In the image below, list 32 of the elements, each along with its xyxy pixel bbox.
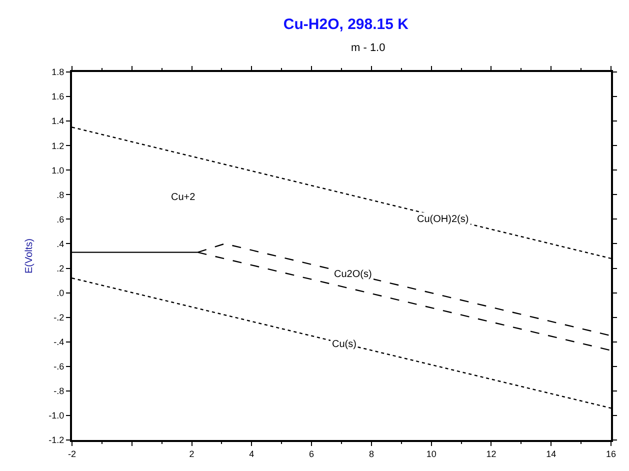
y-tick-label: -.8: [54, 386, 64, 396]
x-tick-label: 10: [426, 448, 436, 459]
y-tick-label: 1.6: [52, 92, 64, 102]
x-tick-label: 16: [606, 448, 616, 459]
chart-subtitle: m - 1.0: [351, 42, 386, 54]
annotation: Cu(s): [332, 339, 356, 350]
y-tick-label: -.4: [54, 337, 64, 348]
x-tick-label: 2: [189, 448, 194, 459]
chart-title: Cu-H2O, 298.15 K: [283, 16, 409, 33]
x-tick-label: -2: [68, 448, 76, 459]
annotation: Cu+2: [171, 192, 196, 203]
y-tick-label: 1.4: [52, 116, 64, 126]
annotation: Cu(OH)2(s): [417, 214, 469, 225]
y-tick-label: .8: [56, 190, 64, 200]
y-tick-label: -1.0: [48, 410, 64, 421]
x-tick-label: 12: [486, 448, 496, 459]
y-tick-label: .4: [56, 238, 64, 249]
y-tick-label: -1.2: [48, 435, 64, 446]
y-axis-title: E(Volts): [24, 238, 36, 274]
y-tick-label: 1.8: [52, 67, 64, 78]
y-tick-label: -.6: [54, 362, 64, 372]
y-tick-label: .6: [56, 214, 64, 224]
x-tick-label: 4: [249, 448, 254, 459]
y-tick-label: 1.0: [52, 165, 64, 176]
x-tick-label: 14: [546, 448, 556, 459]
y-tick-label: .0: [56, 288, 64, 298]
y-tick-label: 1.2: [52, 140, 64, 151]
y-tick-label: -.2: [54, 312, 64, 322]
x-tick-label: 8: [368, 448, 374, 459]
annotation: Cu2O(s): [334, 269, 372, 280]
x-tick-label: 6: [309, 448, 314, 459]
y-tick-label: .2: [56, 263, 64, 274]
